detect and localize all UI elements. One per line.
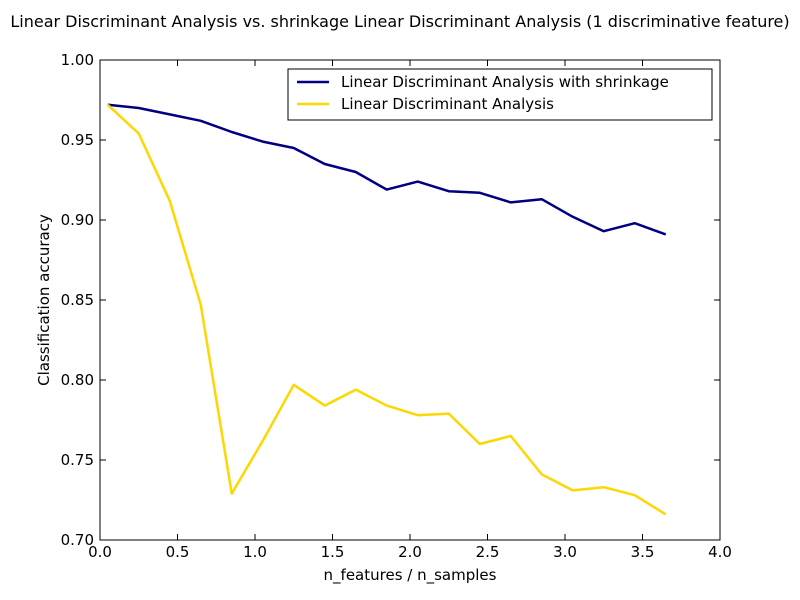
axis-ticks: 0.0 0.5 1.0 1.5 2.0 2.5 3.0 3.5 4.0 0.70 0.75 0.80 0… bbox=[61, 51, 732, 561]
x-tick-label: 4.0 bbox=[708, 543, 732, 561]
x-tick-label: 2.0 bbox=[398, 543, 422, 561]
x-tick-label: 1.5 bbox=[321, 543, 345, 561]
series-layer bbox=[106, 103, 667, 516]
x-tick-label: 0.5 bbox=[166, 543, 190, 561]
y-tick-label: 1.00 bbox=[61, 51, 94, 69]
legend-label-shrinkage: Linear Discriminant Analysis with shrink… bbox=[341, 73, 669, 91]
x-tick-label: 1.0 bbox=[243, 543, 267, 561]
plot-area-frame bbox=[99, 59, 721, 541]
legend-box bbox=[287, 68, 713, 121]
y-tick-label: 0.70 bbox=[61, 531, 94, 549]
y-axis-label: Classification accuracy bbox=[35, 214, 53, 386]
x-tick-label: 3.5 bbox=[631, 543, 655, 561]
x-tick-label: 2.5 bbox=[476, 543, 500, 561]
series-line-0 bbox=[107, 103, 667, 236]
x-tick-label: 0.0 bbox=[88, 543, 112, 561]
x-tick-label: 3.0 bbox=[553, 543, 577, 561]
series-line-1 bbox=[106, 103, 667, 516]
x-axis-label: n_features / n_samples bbox=[324, 566, 497, 585]
y-tick-label: 0.95 bbox=[61, 131, 94, 149]
y-tick-label: 0.90 bbox=[61, 211, 94, 229]
legend: Linear Discriminant Analysis with shrink… bbox=[287, 68, 713, 121]
chart-title: Linear Discriminant Analysis vs. shrinka… bbox=[10, 12, 789, 31]
legend-label-lda: Linear Discriminant Analysis bbox=[341, 95, 554, 113]
y-tick-label: 0.80 bbox=[61, 371, 94, 389]
y-tick-label: 0.75 bbox=[61, 451, 94, 469]
y-tick-label: 0.85 bbox=[61, 291, 94, 309]
